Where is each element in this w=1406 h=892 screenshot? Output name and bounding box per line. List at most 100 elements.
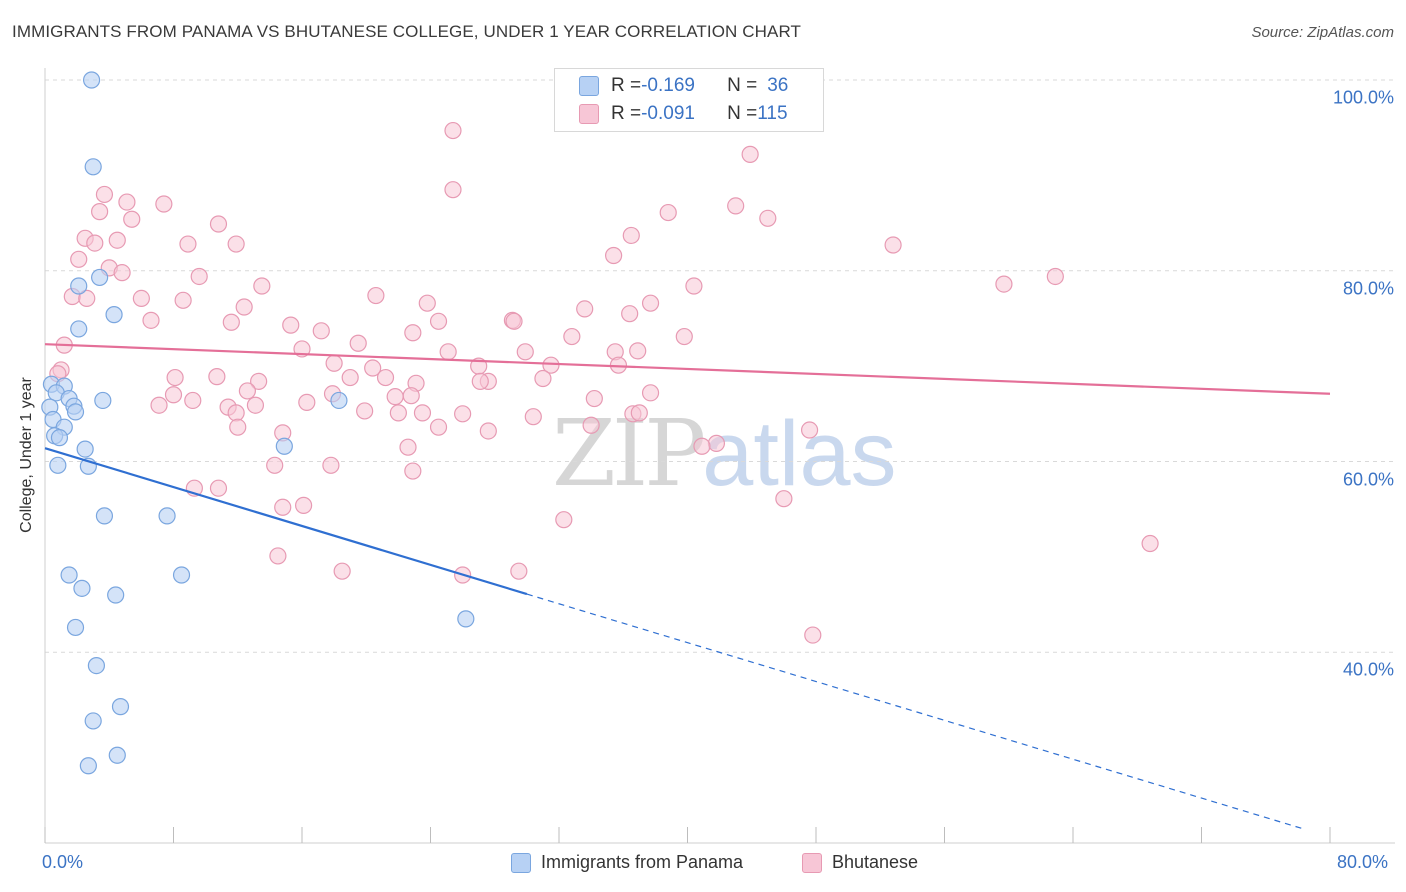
bhutanese-point [444, 181, 462, 199]
bhutanese-point [582, 416, 600, 434]
bhutanese-point [454, 405, 472, 423]
bhutanese-point [376, 368, 395, 387]
bhutanese-point [174, 291, 192, 309]
bhutanese-point [166, 368, 184, 387]
panama-point [95, 507, 114, 525]
bhutanese-point [184, 391, 202, 410]
bhutanese-point [123, 210, 141, 228]
bhutanese-trend-line [44, 343, 1331, 395]
bhutanese-point [246, 396, 265, 414]
bhutanese-point [727, 197, 745, 215]
panama-point [172, 566, 191, 584]
bhutanese-point [389, 404, 407, 422]
bottom-legend-swatch-pink [802, 852, 822, 873]
bhutanese-point [659, 203, 677, 222]
bhutanese-point [266, 456, 284, 474]
legend-n-label: N = [727, 75, 758, 96]
legend-r-label: R = [611, 103, 642, 124]
bhutanese-point [534, 369, 552, 388]
bhutanese-point [113, 264, 131, 282]
bhutanese-point [641, 384, 660, 402]
panama-point [105, 306, 123, 324]
bhutanese-point [995, 275, 1013, 293]
panama-trend-extension [526, 593, 1307, 831]
panama-point [457, 610, 475, 628]
legend-r-value: -0.091 [641, 103, 695, 124]
panama-point [82, 71, 101, 89]
bhutanese-point [404, 324, 422, 342]
bhutanese-point [630, 404, 648, 422]
bhutanese-point [341, 368, 359, 387]
bhutanese-point [605, 246, 623, 265]
bhutanese-point [641, 294, 660, 312]
bhutanese-point [418, 294, 436, 312]
bhutanese-point [222, 313, 240, 331]
panama-point [84, 712, 102, 730]
panama-point [66, 618, 85, 637]
watermark-atlas: atlas [702, 403, 897, 505]
bhutanese-point [1141, 534, 1159, 553]
panama-point [76, 440, 94, 458]
bhutanese-point [685, 277, 703, 295]
panama-point [111, 698, 130, 716]
bhutanese-point [439, 343, 457, 361]
bhutanese-point [622, 226, 640, 245]
legend-swatch-blue [579, 76, 599, 96]
panama-point [91, 268, 109, 287]
legend-swatch-pink [579, 104, 599, 124]
bhutanese-point [333, 562, 351, 580]
legend-row-bhutanese: R = -0.091 N = 115 [555, 100, 788, 128]
bhutanese-point [164, 386, 183, 404]
y-tick-label: 80.0% [1342, 278, 1394, 299]
bhutanese-point [349, 334, 367, 352]
bhutanese-point [576, 300, 594, 318]
bhutanese-point [524, 408, 542, 426]
legend-n-value: 36 [767, 75, 789, 96]
bhutanese-point [86, 234, 104, 252]
bhutanese-point [227, 235, 245, 253]
bhutanese-point [298, 393, 316, 411]
bhutanese-point [516, 343, 534, 361]
legend-n-label: N = [727, 103, 758, 124]
bhutanese-point [367, 286, 385, 305]
panama-trend-line [44, 447, 528, 596]
x-tick-label-min: 0.0% [42, 852, 84, 872]
bhutanese-point [142, 311, 160, 329]
bhutanese-point [429, 312, 448, 330]
bhutanese-point [190, 267, 208, 286]
bhutanese-point [312, 322, 330, 340]
bhutanese-point [295, 496, 313, 514]
bhutanese-point [209, 479, 228, 497]
panama-point [66, 403, 85, 421]
panama-point [60, 566, 78, 584]
bhutanese-point [78, 289, 96, 308]
panama-point [330, 391, 348, 410]
panama-point [275, 437, 293, 455]
y-tick-label: 60.0% [1342, 469, 1394, 489]
bhutanese-point [693, 437, 711, 455]
stats-legend: R = -0.169 N = 36 R = -0.091 N = 115 [554, 68, 824, 132]
bhutanese-point [325, 354, 343, 372]
bottom-legend-panama: Immigrants from Panama [511, 852, 743, 873]
bhutanese-point [800, 421, 819, 439]
panama-point [49, 456, 67, 474]
bhutanese-point [585, 389, 603, 408]
bhutanese-point [227, 404, 245, 422]
bhutanese-point [1046, 267, 1064, 286]
bhutanese-point [479, 422, 497, 440]
panama-point [79, 757, 97, 775]
bhutanese-point [282, 316, 300, 334]
bhutanese-point [675, 327, 693, 346]
bhutanese-point [707, 434, 726, 452]
bhutanese-point [542, 356, 560, 374]
bottom-legend-bhutanese: Bhutanese [802, 852, 918, 873]
panama-point [158, 507, 176, 525]
bottom-legend-swatch-blue [511, 852, 531, 873]
bhutanese-point [413, 404, 432, 422]
bhutanese-point [132, 289, 150, 308]
bhutanese-point [70, 250, 88, 268]
bhutanese-point [741, 145, 759, 163]
bhutanese-point [563, 327, 581, 346]
bhutanese-point [238, 382, 256, 400]
bottom-legend-label-panama: Immigrants from Panama [541, 852, 744, 872]
